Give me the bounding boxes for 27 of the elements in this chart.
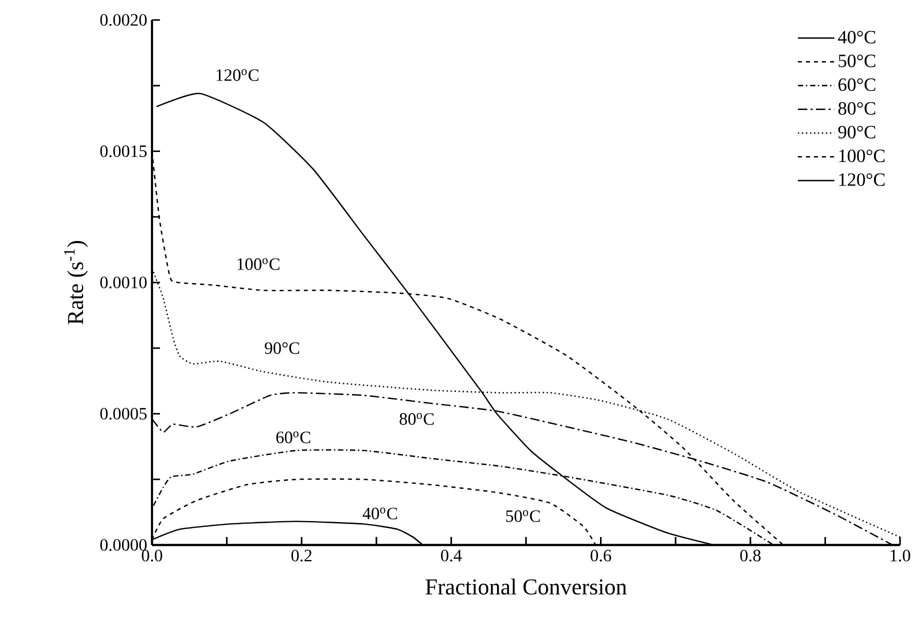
legend-label: 50°C [838, 54, 876, 68]
annotation: 120$^{o}$C [216, 69, 258, 81]
y-tick-label: 0.0005 [100, 408, 147, 420]
x-tick-label: 1.0 [890, 550, 910, 562]
annotation: 90°C [264, 342, 300, 354]
x-tick-label: 0.4 [441, 550, 462, 562]
legend-label: 80°C [838, 102, 876, 115]
y-tick-label: 0.0020 [100, 14, 147, 26]
y-tick-label: 0.0000 [100, 539, 147, 551]
x-tick-label: 0.0 [142, 550, 162, 562]
annotation: 80$^{o}$C [400, 413, 434, 425]
legend-label: 120°C [839, 173, 885, 186]
legend-label: 60°C [838, 78, 876, 91]
y-tick-label: 0.0010 [100, 276, 147, 288]
x-axis-title: Fractional Conversion [426, 578, 627, 595]
legend-label: 100°C [839, 150, 885, 162]
legend-label: 90°C [838, 126, 876, 138]
x-tick-label: 0.6 [590, 550, 612, 562]
annotation: 60$^{o}$C [276, 432, 310, 444]
legend-label: 40°C [838, 30, 876, 44]
x-tick-label: 0.8 [740, 550, 761, 562]
annotation: 100$^{o}$C [238, 258, 280, 270]
y-tick-label: 0.0015 [100, 145, 147, 158]
y-axis-title: Rate (s$^{-1}$) [64, 241, 88, 324]
x-tick-label: 0.2 [291, 550, 312, 562]
annotation: 40$^{o}$C [362, 508, 397, 520]
annotation: 50$^{o}$C [506, 510, 540, 522]
